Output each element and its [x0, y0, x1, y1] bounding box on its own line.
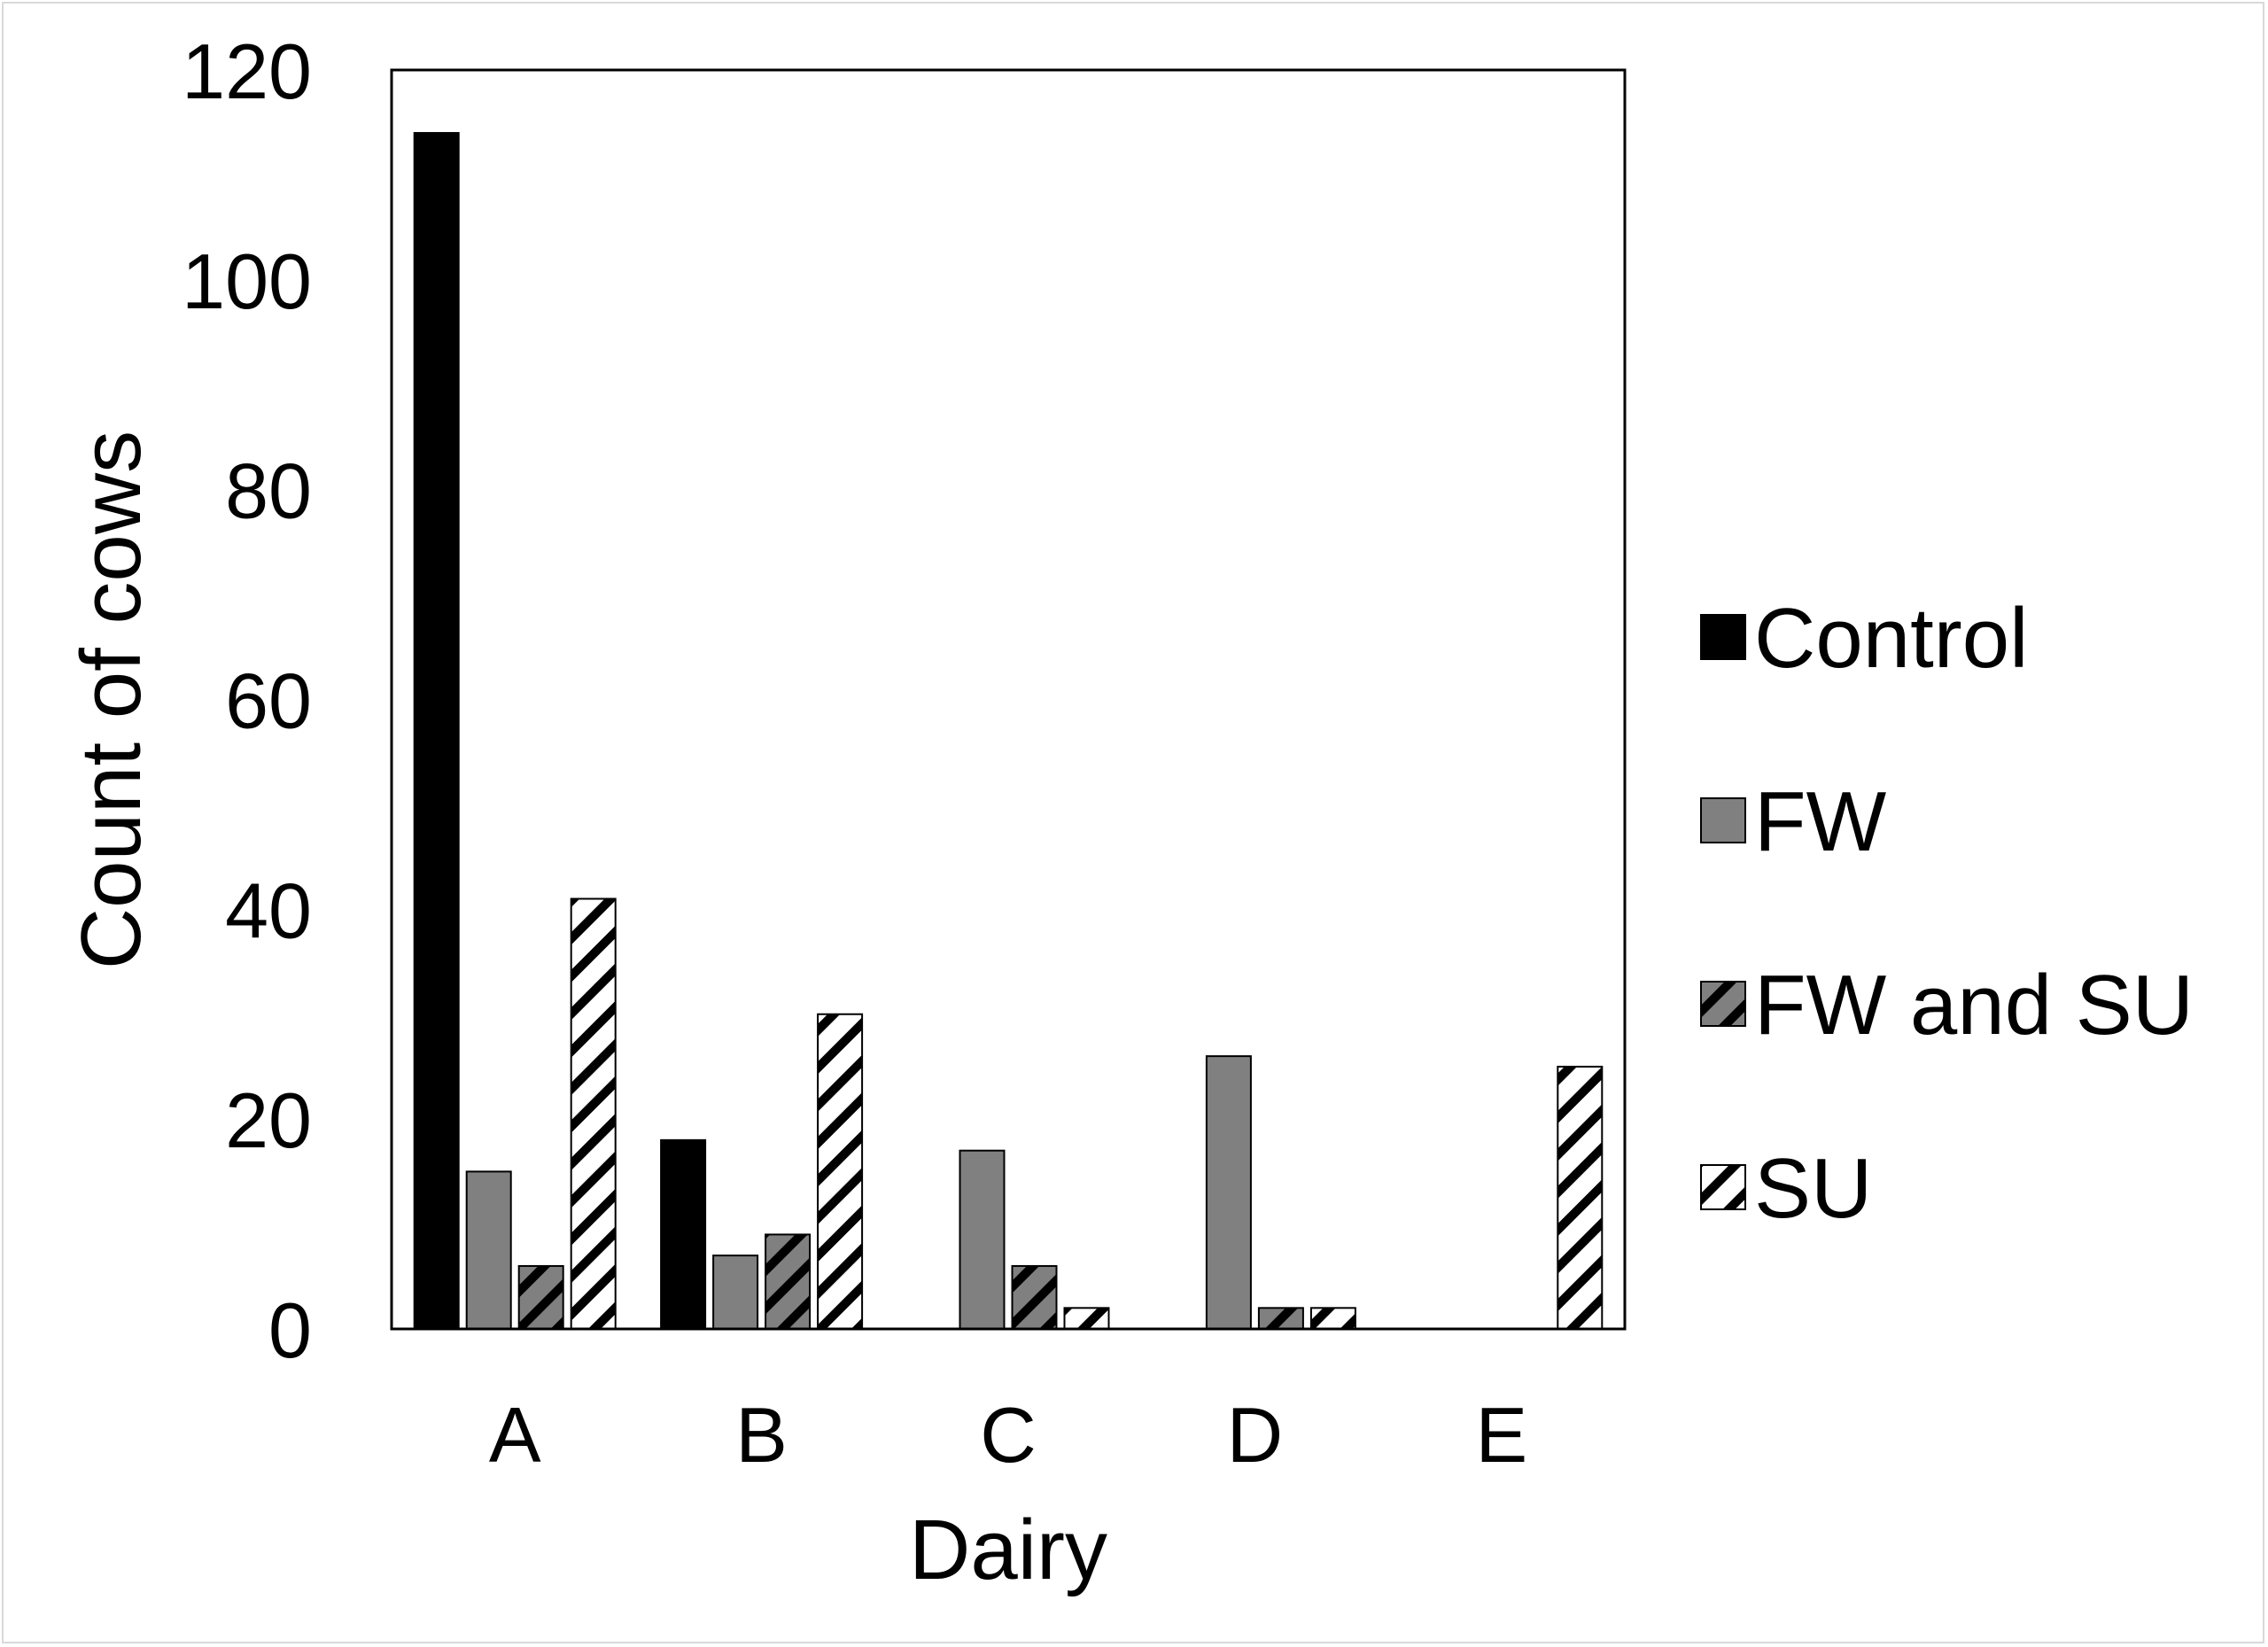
x-tick-label: D: [1227, 1391, 1284, 1479]
legend: Control FW FW and SU SU: [1700, 591, 2194, 1236]
y-tick-label: 20: [225, 1076, 312, 1164]
bar-fw-and-su-c: [1011, 1264, 1058, 1330]
bar-su-a: [570, 897, 617, 1330]
y-tick-label: 40: [225, 866, 312, 954]
legend-label: FW: [1754, 774, 1887, 869]
x-axis-tick-labels: A B C D E: [489, 1391, 1527, 1479]
legend-label: Control: [1754, 591, 2028, 686]
x-tick-label: C: [980, 1391, 1037, 1479]
bar-fw-a: [465, 1170, 512, 1330]
bar-fw-d: [1205, 1055, 1252, 1331]
plot-area-border: [390, 68, 1627, 1331]
bar-fw-b: [712, 1255, 759, 1330]
y-tick-label: 0: [268, 1286, 312, 1374]
bars: [413, 132, 1604, 1331]
legend-swatch: [1700, 1164, 1746, 1210]
x-tick-label: E: [1475, 1391, 1527, 1479]
legend-label: SU: [1754, 1141, 1872, 1236]
legend-swatch: [1700, 614, 1746, 660]
bar-su-d: [1309, 1307, 1356, 1330]
bar-su-c: [1063, 1307, 1110, 1330]
bar-fw-and-su-d: [1257, 1307, 1304, 1330]
y-tick-label: 80: [225, 447, 312, 535]
legend-swatch: [1700, 981, 1746, 1027]
y-tick-label: 100: [182, 237, 312, 325]
legend-label: FW and SU: [1754, 958, 2194, 1053]
bar-su-e: [1557, 1065, 1604, 1331]
bar-control-a: [413, 132, 460, 1330]
bar-fw-c: [959, 1149, 1006, 1330]
bar-su-b: [817, 1013, 864, 1330]
x-tick-label: A: [489, 1391, 541, 1479]
y-axis-title: Count of cows: [64, 431, 159, 969]
x-axis-title: Dairy: [909, 1503, 1107, 1597]
bar-fw-and-su-b: [765, 1233, 812, 1331]
y-axis-tick-labels: 0 20 40 60 80 100 120: [182, 27, 312, 1374]
bar-control-b: [660, 1138, 707, 1330]
bar-fw-and-su-a: [517, 1264, 564, 1330]
y-tick-label: 120: [182, 27, 312, 115]
x-tick-label: B: [735, 1391, 788, 1479]
y-tick-label: 60: [225, 657, 312, 745]
legend-swatch: [1700, 797, 1746, 843]
